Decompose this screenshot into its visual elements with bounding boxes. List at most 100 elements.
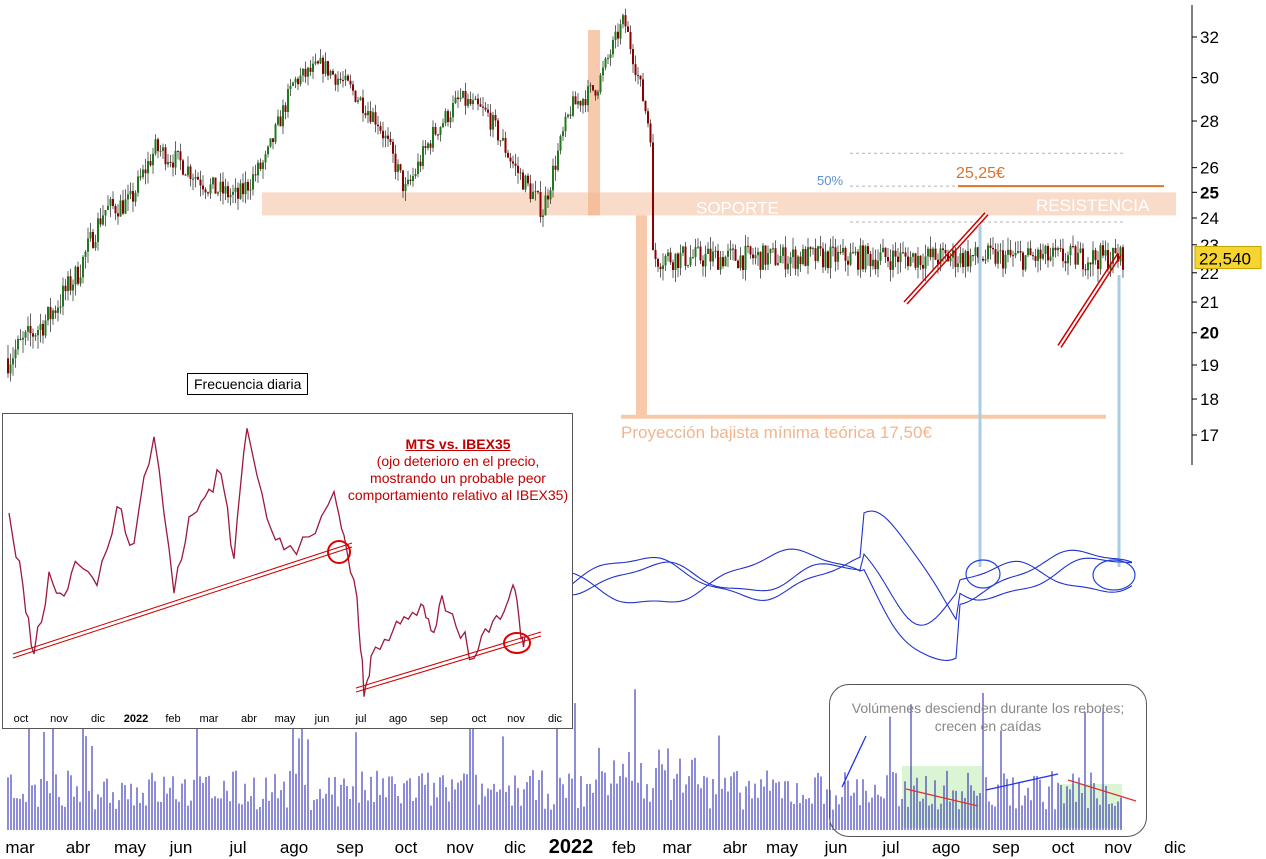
candle-body xyxy=(234,187,237,192)
candle-body xyxy=(749,246,752,255)
candle-body xyxy=(787,263,789,270)
candle-body xyxy=(92,231,94,248)
candle-body xyxy=(799,256,802,265)
fib-50-label: 50% xyxy=(817,173,843,188)
candle-body xyxy=(794,249,797,269)
relative-line xyxy=(8,428,527,697)
candle-body xyxy=(404,183,407,192)
candle-body xyxy=(19,338,22,340)
candle-body xyxy=(777,262,779,265)
candle-body xyxy=(612,40,614,55)
candle-body xyxy=(577,101,579,105)
candle-body xyxy=(359,97,362,101)
candle-body xyxy=(17,338,19,350)
candle-body xyxy=(907,256,909,267)
candle-body xyxy=(647,111,649,124)
x-axis-label: jun xyxy=(824,838,848,857)
x-axis-label: 2022 xyxy=(549,836,594,858)
candle-body xyxy=(62,285,64,307)
candle-body xyxy=(117,213,119,217)
candle-body xyxy=(1122,247,1124,270)
volume-trend-2 xyxy=(1067,779,1137,802)
candle-body xyxy=(507,152,509,158)
candle-body xyxy=(302,68,304,76)
candle-body xyxy=(544,195,547,216)
candle-body xyxy=(759,251,762,270)
rebound-trendline-0 xyxy=(903,212,986,303)
candle-body xyxy=(864,246,867,270)
candle-body xyxy=(689,257,692,266)
candle-body xyxy=(604,58,607,68)
inset-trendline-0-b xyxy=(12,542,353,655)
candle-body xyxy=(842,247,844,253)
candle-body xyxy=(1064,261,1067,264)
candle-body xyxy=(1102,245,1104,256)
candle-body xyxy=(622,15,624,25)
candle-body xyxy=(899,252,902,263)
price-tick-label: 19 xyxy=(1200,356,1219,375)
candle-body xyxy=(722,257,724,267)
candle-body xyxy=(992,247,994,250)
candle-body xyxy=(1022,252,1024,270)
x-axis-label: nov xyxy=(1104,838,1132,857)
candle-body xyxy=(764,245,767,265)
candle-body xyxy=(724,256,727,267)
candle-body xyxy=(1097,260,1099,269)
candle-body xyxy=(602,67,604,76)
relative-strength-inset: oct nov dic 2022 feb mar abr may jun jul ago sep oct… xyxy=(2,413,573,729)
candle-body xyxy=(1047,245,1049,261)
candle-body xyxy=(89,231,92,239)
candle-body xyxy=(817,246,819,261)
candle-body xyxy=(1099,245,1102,269)
candle-body xyxy=(702,260,704,267)
support-zone xyxy=(262,192,1176,216)
candle-body xyxy=(119,200,122,217)
candle-body xyxy=(1114,247,1117,254)
candle-body xyxy=(912,253,914,257)
candle-body xyxy=(379,126,382,131)
candle-body xyxy=(317,61,319,64)
candle-body xyxy=(259,162,262,169)
candle-body xyxy=(1082,248,1084,270)
candle-body xyxy=(342,80,344,82)
candle-body xyxy=(959,253,962,264)
candle-body xyxy=(267,146,269,155)
candle-body xyxy=(909,256,912,267)
candle-body xyxy=(594,90,597,96)
frequency-label: Frecuencia diaria xyxy=(187,373,309,395)
inset-x-label: ago xyxy=(389,713,407,725)
candle-body xyxy=(1019,251,1022,253)
candle-body xyxy=(464,90,467,106)
x-axis-label: jun xyxy=(169,838,193,857)
candle-body xyxy=(729,248,732,251)
candle-body xyxy=(1067,255,1069,264)
candle-body xyxy=(637,75,639,77)
candle-body xyxy=(762,245,764,270)
candle-body xyxy=(487,109,489,113)
candle-body xyxy=(832,246,834,248)
candle-body xyxy=(14,349,17,359)
candle-body xyxy=(882,247,884,253)
inset-x-label: may xyxy=(275,713,296,725)
candle-body xyxy=(977,247,979,258)
price-tick-label: 30 xyxy=(1200,69,1219,88)
candle-body xyxy=(182,160,184,175)
candle-body xyxy=(244,181,247,195)
candle-body xyxy=(382,130,384,139)
volume-note-box: Volúmenes descienden durante los rebotes… xyxy=(829,684,1147,837)
candle-body xyxy=(607,58,609,60)
candle-body xyxy=(307,67,309,77)
rebound-trendline-1 xyxy=(1057,252,1119,346)
candle-body xyxy=(1039,249,1042,259)
candle-body xyxy=(9,364,12,374)
candle-body xyxy=(372,112,374,122)
candle-body xyxy=(657,258,659,267)
candle-body xyxy=(452,102,454,118)
candle-body xyxy=(129,191,132,195)
x-axis-label: jul xyxy=(228,838,246,857)
candle-body xyxy=(57,307,59,313)
resistance-zone-label: RESISTENCIA xyxy=(1036,196,1150,215)
candle-body xyxy=(527,175,529,184)
candle-body xyxy=(374,112,377,125)
candle-body xyxy=(1004,254,1007,269)
